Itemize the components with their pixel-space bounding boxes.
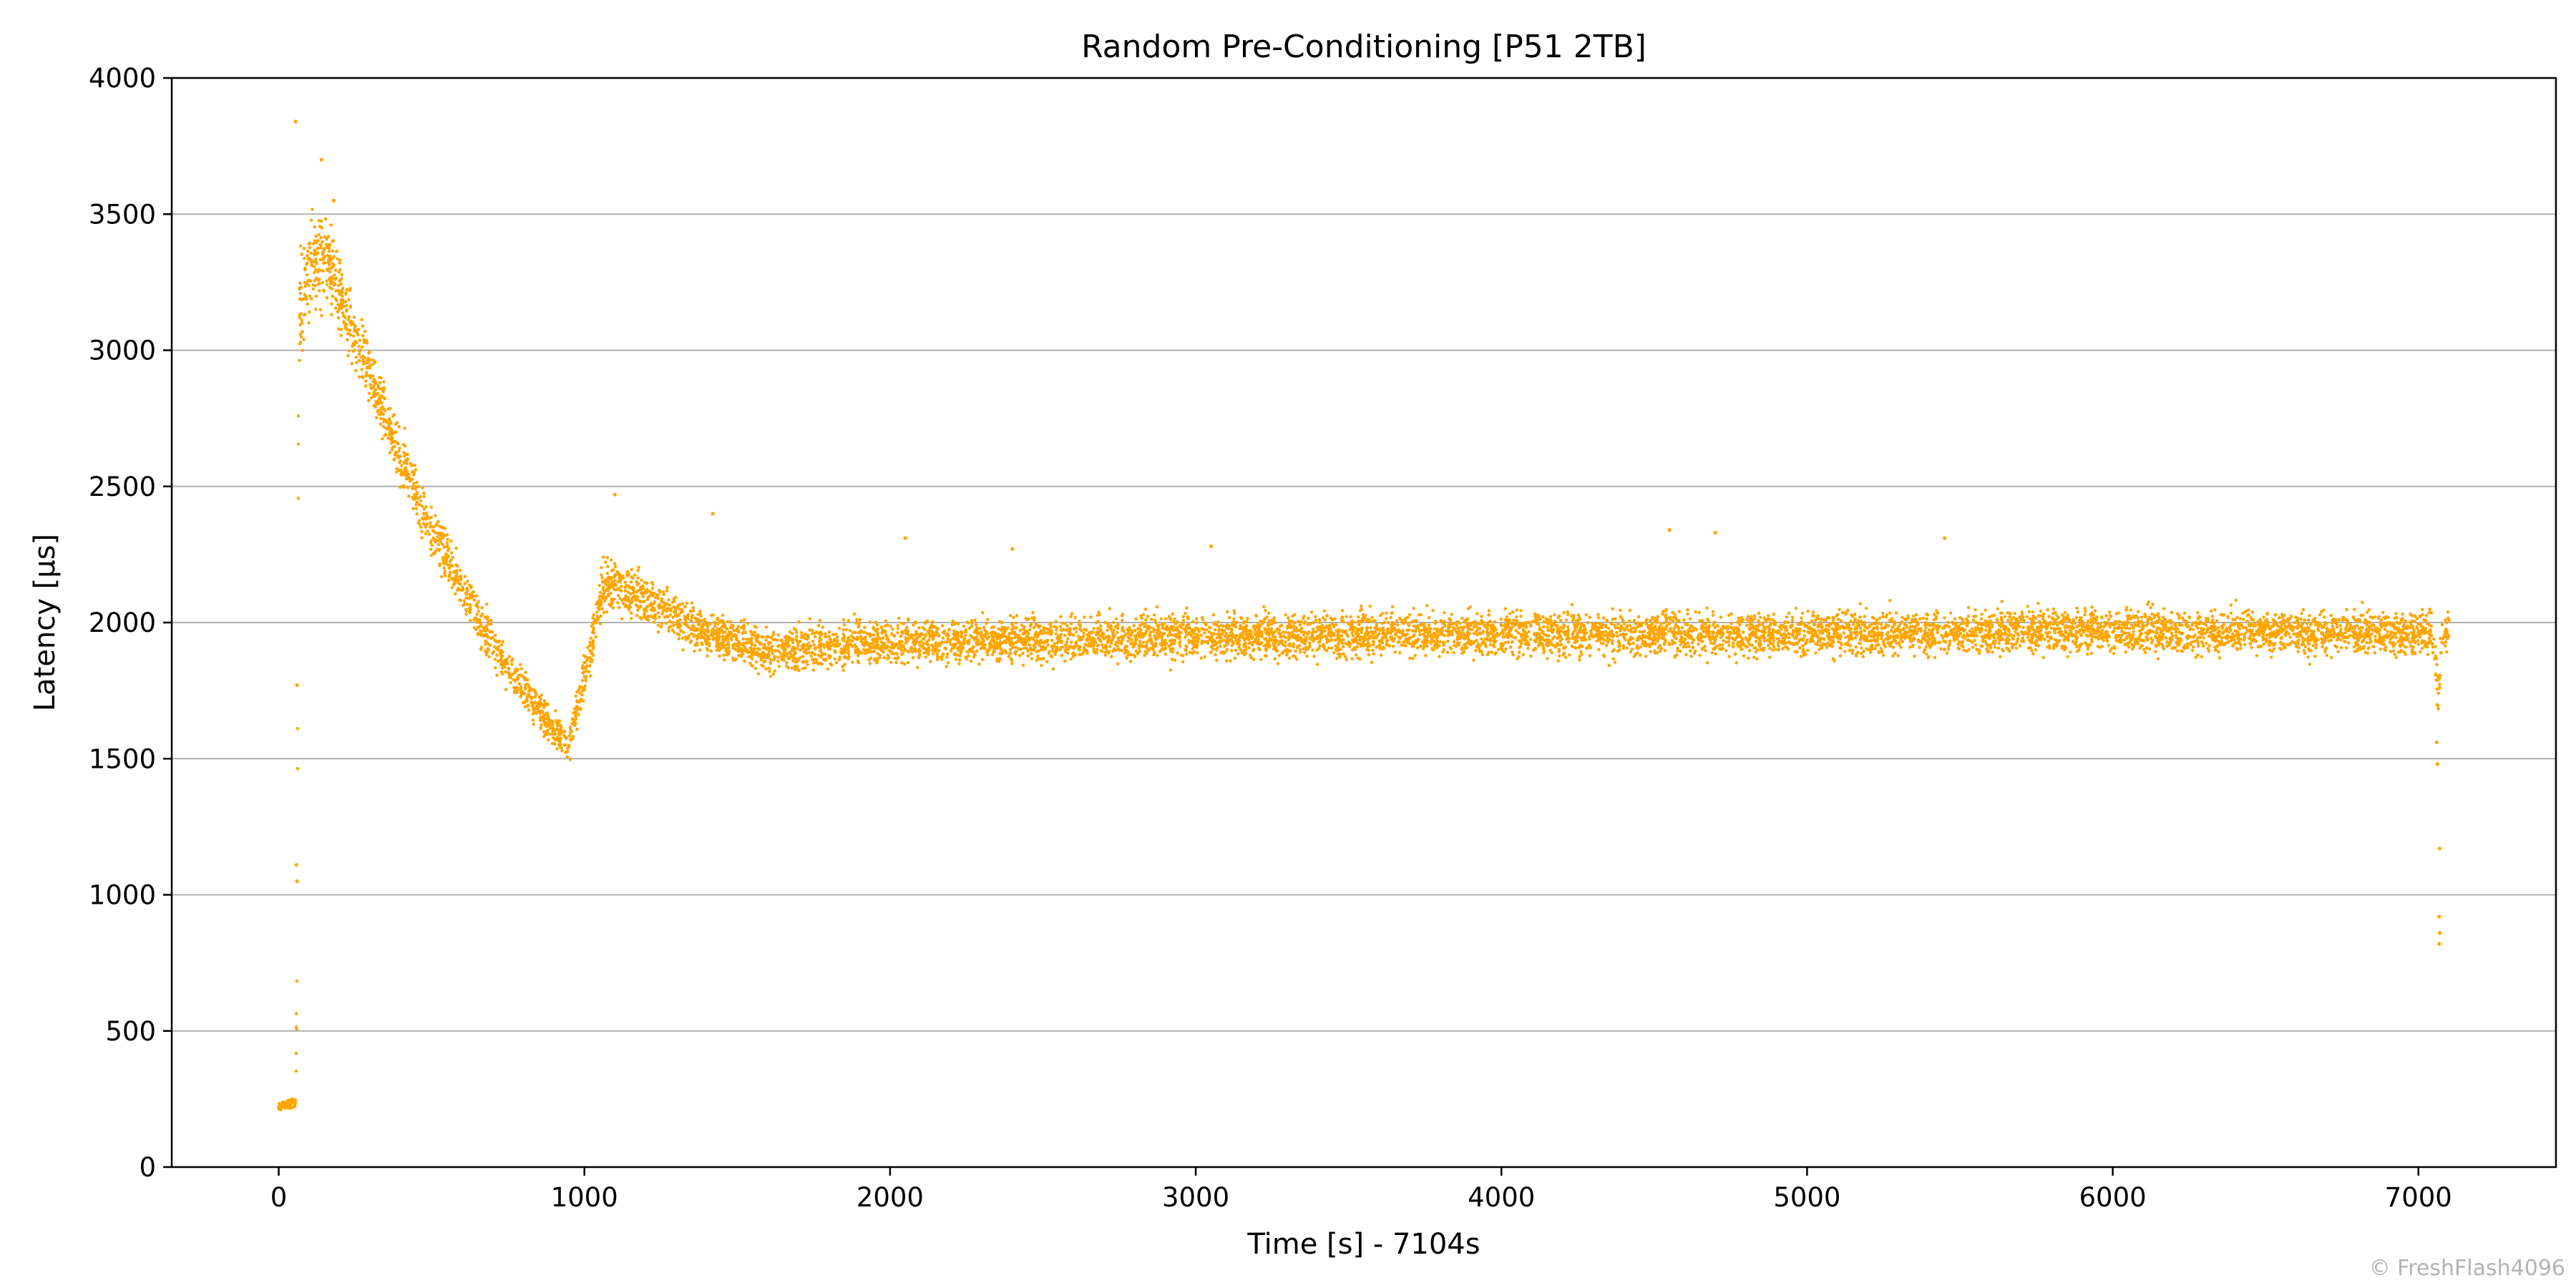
outlier-point bbox=[2438, 931, 2442, 935]
x-tick-label: 6000 bbox=[2079, 1182, 2147, 1213]
outlier-point bbox=[2438, 847, 2442, 851]
y-tick-label: 4000 bbox=[89, 63, 156, 94]
y-tick-label: 3500 bbox=[89, 199, 156, 230]
y-tick-label: 2500 bbox=[89, 472, 156, 502]
x-tick-label: 2000 bbox=[857, 1182, 924, 1213]
x-tick-label: 1000 bbox=[551, 1182, 618, 1213]
chart-title: Random Pre-Conditioning [P51 2TB] bbox=[1081, 29, 1646, 65]
outlier-point bbox=[2437, 914, 2441, 919]
outlier-point bbox=[295, 879, 299, 884]
outlier-point bbox=[293, 119, 298, 124]
outlier-point bbox=[1010, 547, 1015, 551]
outlier-point bbox=[2435, 762, 2439, 766]
watermark: © FreshFlash4096 bbox=[2369, 1256, 2565, 1281]
y-tick-label: 1500 bbox=[89, 743, 156, 774]
outlier-point bbox=[2437, 942, 2441, 946]
outlier-point bbox=[613, 492, 618, 497]
x-tick-label: 7000 bbox=[2385, 1182, 2452, 1213]
y-tick-label: 500 bbox=[105, 1016, 156, 1047]
outlier-point bbox=[903, 536, 907, 540]
axis-ticks: 0 500 1000 1500 2000 2500 3000 3500 4000 0 1000 200… bbox=[89, 63, 2452, 1213]
outlier-point bbox=[319, 157, 323, 162]
data-points bbox=[277, 119, 2451, 1111]
outlier-point bbox=[1209, 544, 1214, 549]
x-tick-label: 3000 bbox=[1162, 1182, 1229, 1213]
y-axis-label: Latency [µs] bbox=[29, 534, 62, 711]
outlier-point bbox=[1667, 528, 1672, 532]
y-tick-label: 3000 bbox=[89, 336, 156, 366]
outlier-point bbox=[331, 198, 336, 203]
y-tick-label: 1000 bbox=[89, 880, 156, 911]
outlier-point bbox=[2434, 740, 2439, 745]
x-tick-label: 5000 bbox=[1773, 1182, 1840, 1213]
x-axis-label: Time [s] - 7104s bbox=[1246, 1228, 1480, 1261]
outlier-point bbox=[1943, 536, 1947, 540]
scatter-points bbox=[277, 208, 2451, 1111]
y-tick-label: 0 bbox=[139, 1152, 156, 1183]
x-tick-label: 4000 bbox=[1468, 1182, 1535, 1213]
x-tick-label: 0 bbox=[270, 1182, 288, 1213]
outlier-point bbox=[295, 683, 299, 688]
outlier-point bbox=[1713, 530, 1717, 535]
outlier-point bbox=[711, 512, 715, 516]
y-tick-label: 2000 bbox=[89, 608, 156, 638]
outlier-point bbox=[294, 863, 298, 867]
